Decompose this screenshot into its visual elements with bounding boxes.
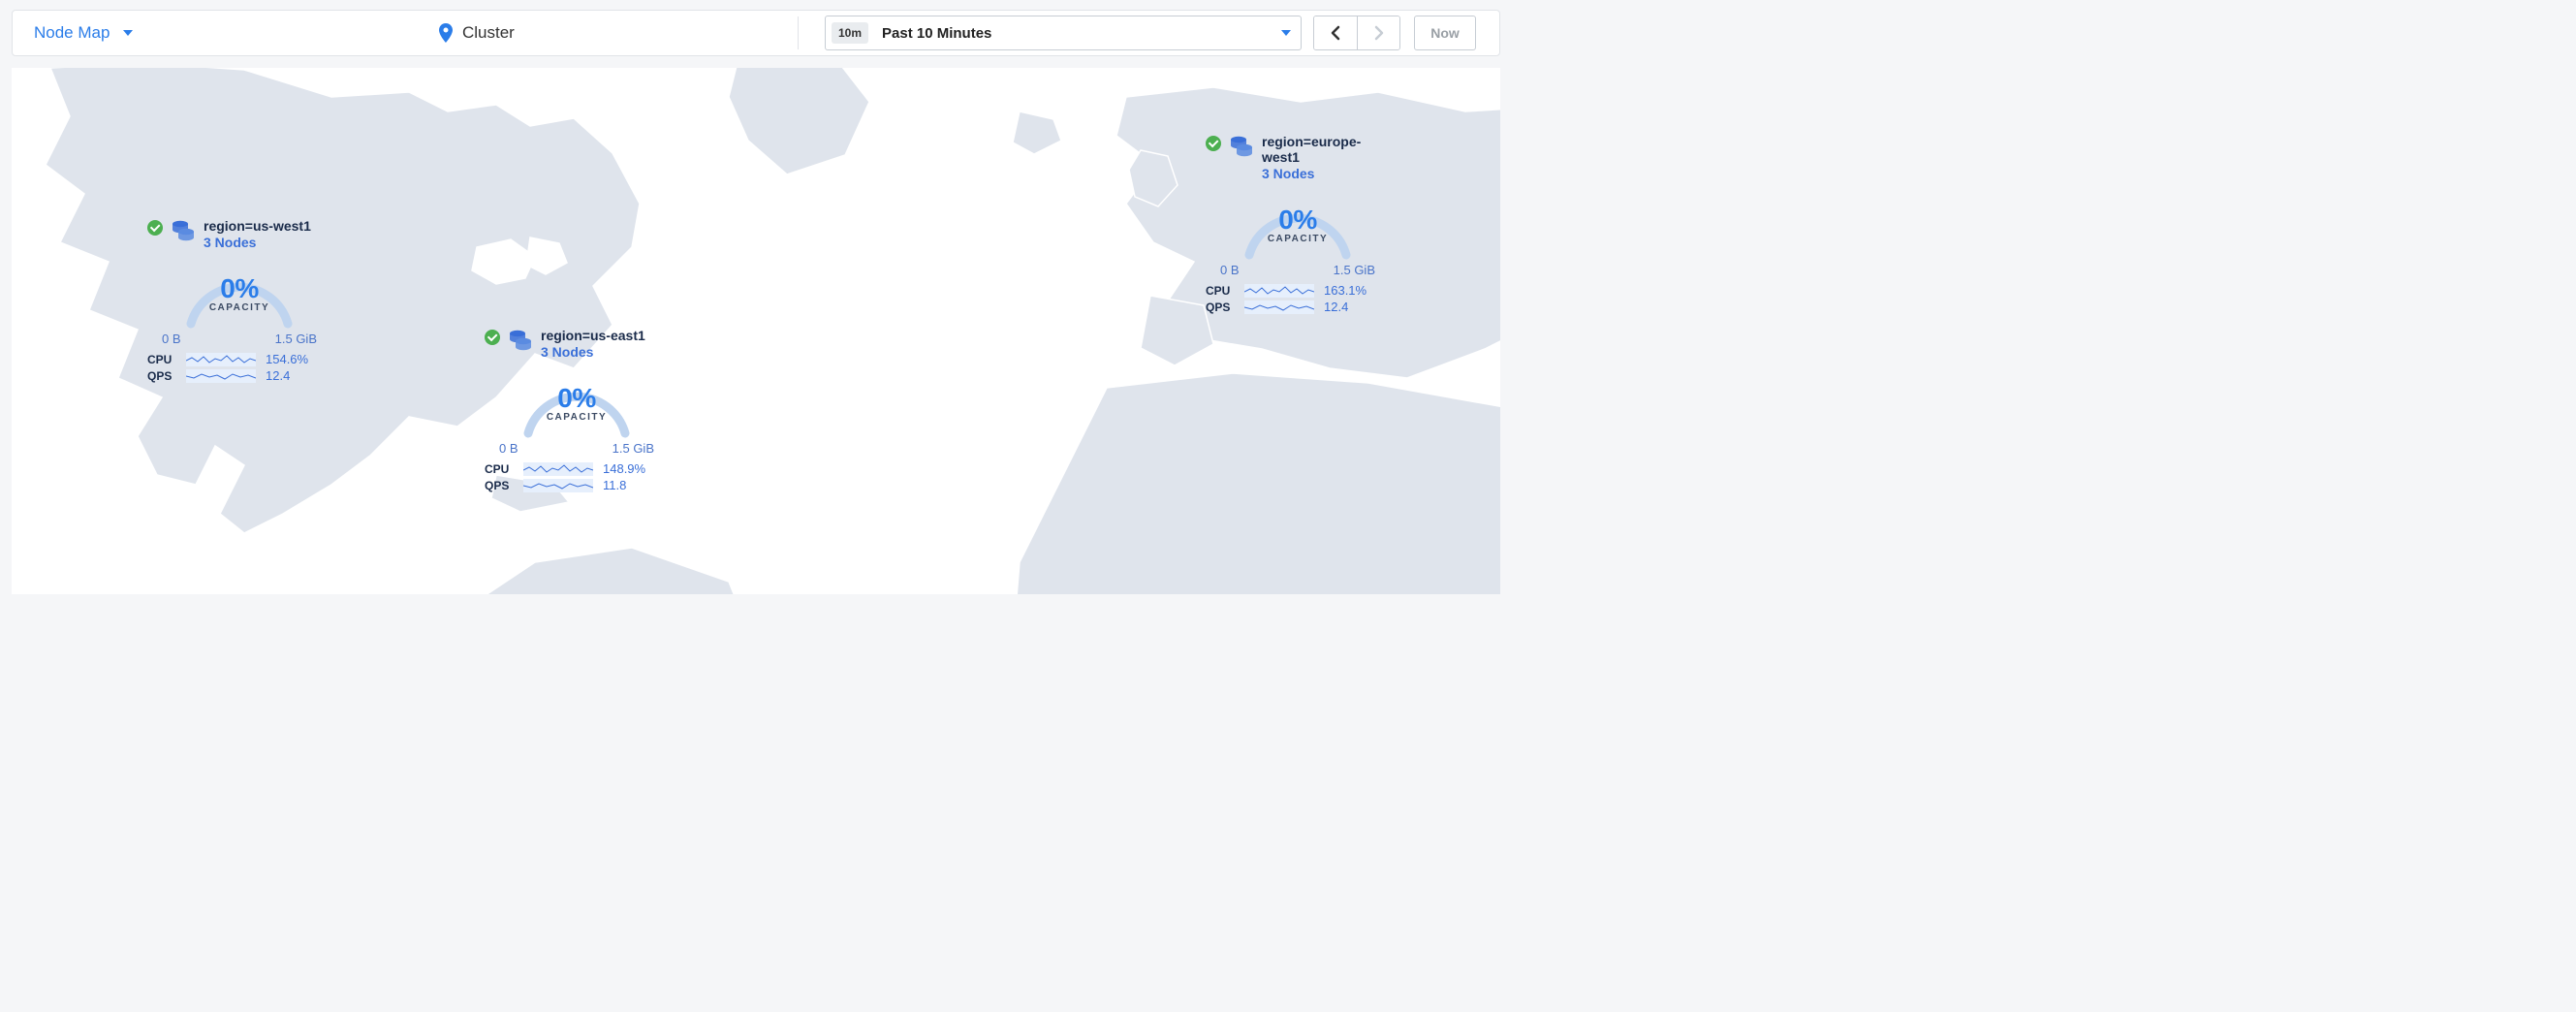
node-map[interactable]: region=us-west1 3 Nodes 0% CAPACITY 0 B … <box>12 68 1500 594</box>
time-range-label: Past 10 Minutes <box>882 25 991 42</box>
toolbar-divider <box>798 16 799 49</box>
qps-sparkline <box>1244 300 1314 314</box>
capacity-label: CAPACITY <box>176 302 302 313</box>
qps-value: 12.4 <box>1324 300 1348 314</box>
capacity-percent: 0% <box>176 273 302 304</box>
qps-value: 11.8 <box>603 478 626 492</box>
status-ok-icon <box>1206 136 1221 151</box>
chevron-down-icon <box>1281 30 1291 36</box>
capacity-gauge: 0% CAPACITY <box>514 365 640 441</box>
capacity-gauge: 0% CAPACITY <box>1235 187 1361 263</box>
capacity-scale-min: 0 B <box>499 441 518 456</box>
time-range-badge: 10m <box>832 22 868 44</box>
capacity-scale-max: 1.5 GiB <box>613 441 654 456</box>
view-picker-label: Node Map <box>34 23 110 43</box>
toolbar: Node Map Cluster 10m Past 10 Minutes Now <box>12 10 1500 56</box>
capacity-percent: 0% <box>1235 205 1361 236</box>
qps-sparkline <box>523 479 593 492</box>
capacity-label: CAPACITY <box>514 412 640 423</box>
capacity-scale-min: 0 B <box>162 332 181 346</box>
chevron-down-icon <box>123 30 133 36</box>
cpu-sparkline <box>186 353 256 366</box>
qps-value: 12.4 <box>266 368 290 383</box>
capacity-scale-max: 1.5 GiB <box>1334 263 1375 277</box>
cpu-value: 154.6% <box>266 352 308 366</box>
capacity-gauge: 0% CAPACITY <box>176 256 302 332</box>
scope-label: Cluster <box>462 23 515 43</box>
cpu-label: CPU <box>147 353 176 366</box>
region-title: region=europe-west1 <box>1262 134 1390 165</box>
database-icon <box>1229 134 1254 159</box>
cpu-sparkline <box>1244 284 1314 298</box>
region-card-us-east1[interactable]: region=us-east1 3 Nodes 0% CAPACITY 0 B … <box>485 328 669 492</box>
qps-label: QPS <box>485 479 514 492</box>
qps-label: QPS <box>147 369 176 383</box>
time-nav-arrows <box>1313 16 1400 50</box>
region-node-count: 3 Nodes <box>204 235 311 250</box>
region-card-europe-west1[interactable]: region=europe-west1 3 Nodes 0% CAPACITY … <box>1206 134 1390 314</box>
cpu-value: 148.9% <box>603 461 645 476</box>
cpu-label: CPU <box>485 462 514 476</box>
region-title: region=us-west1 <box>204 218 311 234</box>
capacity-percent: 0% <box>514 383 640 414</box>
status-ok-icon <box>485 330 500 345</box>
database-icon <box>508 328 533 353</box>
view-picker[interactable]: Node Map <box>13 11 150 55</box>
capacity-scale-min: 0 B <box>1220 263 1240 277</box>
scope-indicator[interactable]: Cluster <box>439 23 515 43</box>
region-node-count: 3 Nodes <box>541 344 645 360</box>
status-ok-icon <box>147 220 163 236</box>
cpu-label: CPU <box>1206 284 1235 298</box>
qps-sparkline <box>186 369 256 383</box>
cpu-sparkline <box>523 462 593 476</box>
database-icon <box>171 218 196 243</box>
capacity-scale-max: 1.5 GiB <box>275 332 317 346</box>
region-title: region=us-east1 <box>541 328 645 343</box>
region-node-count: 3 Nodes <box>1262 166 1390 181</box>
now-button[interactable]: Now <box>1414 16 1476 50</box>
time-next-button[interactable] <box>1357 16 1399 49</box>
location-pin-icon <box>439 23 453 43</box>
time-prev-button[interactable] <box>1314 16 1357 49</box>
region-card-us-west1[interactable]: region=us-west1 3 Nodes 0% CAPACITY 0 B … <box>147 218 331 383</box>
cpu-value: 163.1% <box>1324 283 1367 298</box>
capacity-label: CAPACITY <box>1235 234 1361 244</box>
time-range-picker[interactable]: 10m Past 10 Minutes <box>825 16 1302 50</box>
qps-label: QPS <box>1206 300 1235 314</box>
